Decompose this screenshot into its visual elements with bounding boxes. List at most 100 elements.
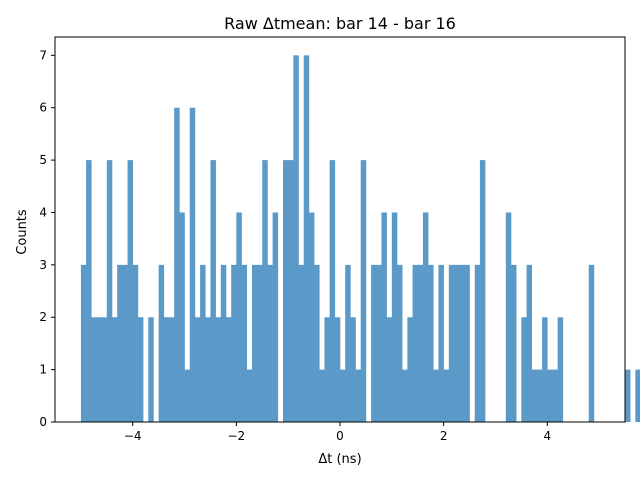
histogram-bar: [220, 264, 227, 422]
y-axis-label: Counts: [15, 209, 30, 255]
y-tick-label: 1: [39, 363, 47, 377]
histogram-bar: [127, 160, 134, 422]
histogram-bar: [262, 160, 268, 422]
histogram-bar: [521, 317, 527, 422]
x-tick-label: 0: [336, 429, 344, 443]
histogram-bar: [536, 369, 543, 422]
histogram-bar: [557, 317, 564, 422]
histogram-bar: [319, 369, 325, 422]
histogram-bar: [448, 264, 455, 422]
histogram-bar: [479, 160, 486, 422]
histogram-bar: [179, 212, 185, 422]
histogram-bar: [350, 317, 356, 422]
histogram-bar: [407, 317, 413, 422]
histogram-bar: [443, 369, 450, 422]
histogram-bar: [272, 212, 279, 422]
histogram-bar: [267, 264, 273, 422]
histogram-bar: [329, 160, 336, 422]
histogram-bar: [137, 317, 144, 422]
histogram-bar: [542, 317, 548, 422]
y-tick-label: 6: [39, 101, 47, 115]
histogram-bar: [308, 212, 315, 422]
histogram-bar: [226, 317, 232, 422]
histogram-bar: [184, 369, 191, 422]
histogram-bar: [106, 160, 113, 422]
y-tick-label: 7: [39, 48, 47, 62]
histogram-bar: [314, 264, 320, 422]
histogram-bar: [526, 264, 533, 422]
histogram-bar: [438, 264, 444, 422]
histogram-bar: [552, 369, 558, 422]
histogram-bar: [511, 264, 517, 422]
x-tick-label: −2: [228, 429, 246, 443]
histogram-bar: [246, 369, 253, 422]
histogram-bar: [288, 160, 294, 422]
histogram-bar: [459, 264, 465, 422]
histogram-bar: [345, 264, 351, 422]
histogram-bar: [91, 317, 97, 422]
histogram-bar: [381, 212, 387, 422]
histogram-bar: [251, 264, 258, 422]
histogram-bar: [360, 160, 367, 422]
x-axis-label: Δt (ns): [318, 452, 361, 467]
histogram-bar: [386, 317, 393, 422]
histogram-bar: [293, 55, 299, 422]
histogram-bar: [417, 264, 424, 422]
histogram-bar: [371, 264, 377, 422]
histogram-bar: [531, 369, 538, 422]
histogram-bar: [283, 160, 289, 422]
chart-title: Raw Δtmean: bar 14 - bar 16: [224, 14, 456, 33]
histogram-bar: [412, 264, 419, 422]
histogram-bar: [474, 264, 481, 422]
x-tick-label: 2: [440, 429, 448, 443]
histogram-bar: [625, 369, 631, 422]
histogram-bar: [397, 264, 403, 422]
histogram-bar: [101, 317, 108, 422]
histogram-bar: [376, 264, 382, 422]
histogram-bar: [174, 107, 180, 423]
histogram-bar: [334, 317, 341, 422]
histogram-bar: [96, 317, 102, 422]
y-tick-label: 3: [39, 258, 47, 272]
histogram-bar: [505, 212, 512, 422]
histogram-bar: [86, 160, 92, 422]
histogram-bar: [635, 369, 640, 422]
histogram-bar: [194, 317, 201, 422]
x-tick-label: −4: [124, 429, 142, 443]
x-axis-ticks: −4 −2 0 2 4: [124, 422, 551, 443]
y-tick-label: 5: [39, 153, 47, 167]
histogram-bar: [132, 264, 139, 422]
histogram-bar: [163, 317, 170, 422]
histogram-bar: [231, 264, 237, 422]
histogram-bar: [189, 107, 196, 423]
histogram-bar: [210, 160, 216, 422]
histogram-bar: [122, 264, 128, 422]
y-tick-label: 2: [39, 310, 47, 324]
histogram-bar: [112, 317, 118, 422]
histogram-bar: [422, 212, 429, 422]
histogram-bar: [454, 264, 460, 422]
x-tick-label: 4: [543, 429, 551, 443]
histogram-bar: [148, 317, 154, 422]
histogram-bar: [169, 317, 175, 422]
histogram-bar: [464, 264, 470, 422]
y-tick-label: 4: [39, 205, 47, 219]
histogram-bar: [588, 264, 595, 422]
histogram-bar: [303, 55, 310, 422]
histogram-bar: [117, 264, 123, 422]
y-tick-label: 0: [39, 415, 47, 429]
histogram-bar: [402, 369, 408, 422]
y-axis-ticks: 0 1 2 3 4 5 6 7: [39, 48, 55, 429]
histogram-bar: [200, 264, 206, 422]
histogram-bar: [298, 264, 305, 422]
histogram-bar: [547, 369, 553, 422]
histogram-bar: [257, 264, 263, 422]
histogram-bar: [205, 317, 211, 422]
histogram-bar: [215, 317, 222, 422]
histogram-bar: [80, 264, 87, 422]
histogram-bar: [236, 212, 242, 422]
histogram-bars: [80, 55, 640, 423]
histogram-bar: [324, 317, 330, 422]
histogram-bar: [340, 369, 346, 422]
